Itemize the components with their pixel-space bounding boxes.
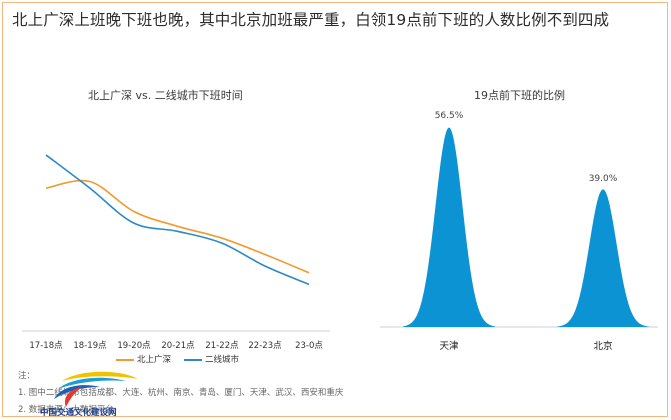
value-label-beijing: 39.0%	[588, 174, 618, 184]
category-label-tianjin: 天津	[439, 341, 459, 352]
x-tick-label: 23-0点	[295, 341, 323, 351]
note-line-2: 2. 数据来源：大数据平台	[18, 405, 114, 415]
x-tick-label: 22-23点	[248, 341, 282, 351]
footnotes: 注： 1. 图中二线城市包括成都、大连、杭州、南京、青岛、厦门、天津、武汉、西安…	[18, 368, 343, 419]
area-peak-tianjin	[403, 127, 495, 327]
legend-label: 北上广深	[137, 355, 172, 365]
category-label-beijing: 北京	[593, 341, 613, 352]
notes-label: 注：	[18, 371, 36, 381]
legend-item-beishangguangshen: 北上广深	[116, 353, 171, 365]
area-chart-title: 19点前下班的比例	[474, 89, 565, 102]
series-line-beishangguangshen	[45, 179, 310, 274]
line-chart-title: 北上广深 vs. 二线城市下班时间	[88, 89, 243, 102]
area-peak-beijing	[557, 189, 649, 327]
legend-item-erxian: 二线城市	[184, 353, 239, 365]
x-tick-label: 20-21点	[161, 341, 195, 351]
x-tick-label: 19-20点	[117, 341, 151, 351]
x-tick-label: 17-18点	[29, 341, 63, 351]
note-line-1: 1. 图中二线城市包括成都、大连、杭州、南京、青岛、厦门、天津、武汉、西安和重庆	[18, 388, 344, 398]
value-label-tianjin: 56.5%	[434, 111, 464, 121]
legend-label: 二线城市	[205, 355, 240, 365]
legend-swatch-blue	[184, 358, 202, 361]
legend-swatch-orange	[116, 358, 134, 361]
logo-text: 中国交通文化建设网	[40, 408, 117, 418]
logo-icon	[54, 371, 138, 407]
x-tick-label: 18-19点	[73, 341, 107, 351]
headline: 北上广深上班晚下班也晚，其中北京加班最严重，白领19点前下班的人数比例不到四成	[12, 11, 610, 29]
x-tick-label: 21-22点	[205, 341, 239, 351]
series-line-erxian	[45, 154, 310, 286]
